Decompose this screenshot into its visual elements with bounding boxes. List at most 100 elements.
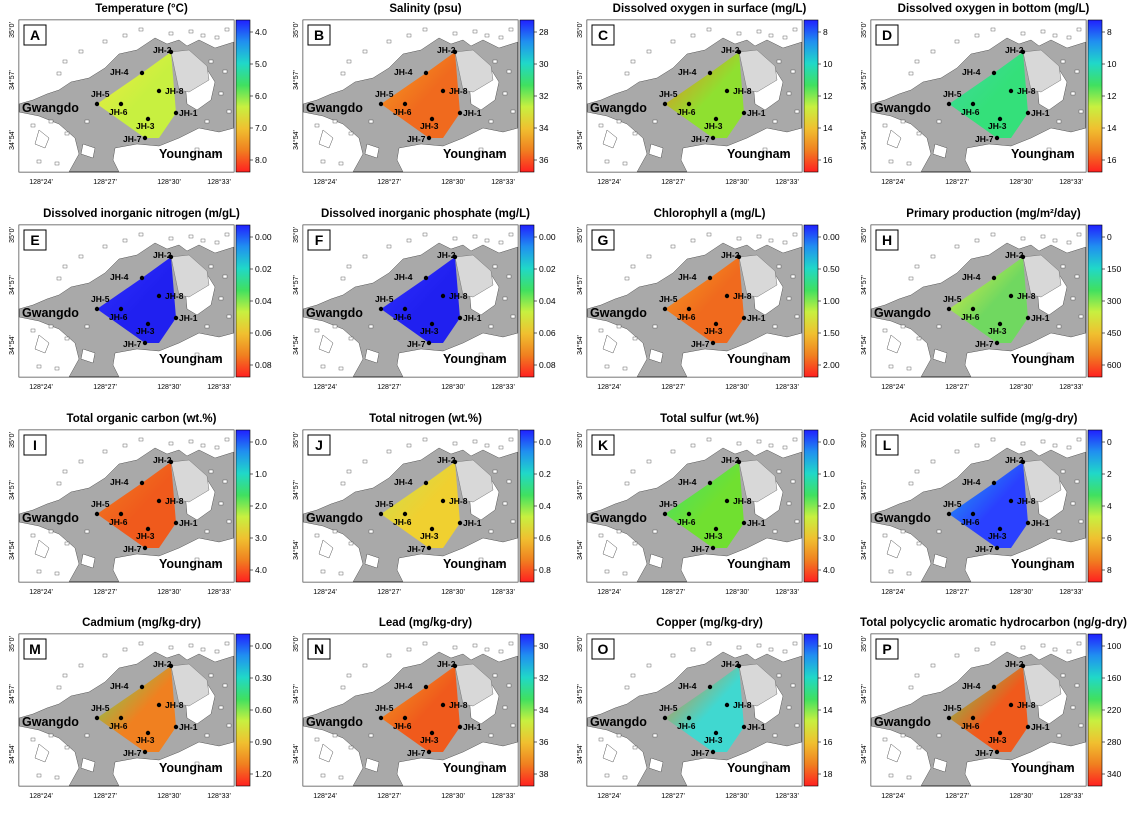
island — [1020, 236, 1026, 241]
land-mass — [80, 757, 96, 773]
island — [508, 641, 514, 646]
island — [782, 445, 788, 450]
station-marker — [429, 116, 435, 122]
place-label-east: Youngnam — [727, 352, 791, 366]
station-label: JH-7 — [691, 544, 710, 554]
station-label: JH-5 — [659, 294, 678, 304]
island — [1056, 733, 1062, 738]
lat-tick-label: 34°57' — [8, 70, 16, 90]
lat-tick-label: 34°54' — [292, 744, 300, 764]
island — [332, 119, 338, 124]
island — [630, 264, 636, 269]
land-mass — [302, 224, 519, 310]
scale-tick-label: 0.2 — [539, 469, 551, 479]
lat-tick-label: 34°57' — [576, 684, 584, 704]
island — [1078, 723, 1084, 728]
station-label: JH-8 — [733, 291, 752, 301]
scale-tick-label: 30 — [539, 59, 549, 69]
land-mass — [112, 332, 235, 378]
island — [974, 238, 980, 243]
lat-tick-label: 34°57' — [292, 684, 300, 704]
lat-tick-label: 35°0' — [292, 227, 300, 243]
island — [478, 761, 484, 766]
station-label: JH-4 — [110, 477, 129, 487]
station-marker — [423, 70, 429, 76]
station-marker — [139, 480, 145, 486]
lon-tick-label: 128°24' — [597, 178, 621, 186]
lat-tick-label: 34°54' — [860, 540, 868, 560]
island — [506, 683, 512, 688]
scale-tick-label: 100 — [1107, 641, 1121, 651]
lat-tick-label: 34°54' — [8, 130, 16, 150]
inner-bay — [454, 459, 494, 503]
island — [1066, 445, 1072, 450]
land-mass — [302, 429, 519, 515]
station-marker — [452, 49, 458, 55]
lat-tick-label: 34°57' — [860, 70, 868, 90]
scale-tick-label: 4.0 — [823, 565, 835, 575]
island — [506, 274, 512, 279]
station-label: JH-2 — [721, 250, 740, 260]
land-mass — [870, 224, 1087, 310]
island — [214, 240, 220, 245]
inner-bay — [738, 663, 778, 707]
panel-letter-box — [23, 434, 47, 456]
station-label: JH-8 — [449, 496, 468, 506]
island — [622, 571, 628, 576]
scale-tick-label: 34 — [539, 123, 549, 133]
station-marker — [991, 70, 997, 76]
island — [338, 775, 344, 780]
station-marker — [145, 730, 151, 736]
island — [782, 240, 788, 245]
scale-tick-label: 4.0 — [255, 27, 267, 37]
island — [138, 27, 144, 32]
station-label: JH-7 — [407, 339, 426, 349]
station-marker — [1025, 724, 1031, 730]
island — [508, 437, 514, 442]
lat-tick-label: 34°54' — [292, 540, 300, 560]
panel-n: Lead (mg/kg-dry) N JH-1 JH-2 JH-3 JH-4 JH-5 JH-… — [284, 614, 567, 817]
station-marker — [94, 511, 100, 517]
station-label: JH-3 — [420, 735, 439, 745]
island — [598, 123, 604, 128]
panel-letter: H — [882, 232, 892, 248]
station-marker — [429, 730, 435, 736]
lat-tick-label: 35°0' — [576, 227, 584, 243]
color-scale-bar — [1087, 633, 1103, 787]
island — [54, 161, 60, 166]
lat-tick-label: 34°57' — [860, 684, 868, 704]
station-marker — [429, 526, 435, 532]
island — [484, 647, 490, 652]
island — [990, 27, 996, 32]
island — [936, 119, 942, 124]
station-label: JH-2 — [437, 455, 456, 465]
lon-tick-label: 128°30' — [1009, 588, 1033, 596]
island — [56, 276, 62, 281]
lat-tick-label: 34°54' — [860, 130, 868, 150]
lon-tick-label: 128°24' — [313, 178, 337, 186]
island — [122, 443, 128, 448]
island — [756, 29, 762, 34]
lon-tick-label: 128°24' — [881, 383, 905, 391]
scale-tick-label: 160 — [1107, 673, 1121, 683]
island — [690, 238, 696, 243]
island — [646, 49, 652, 54]
island — [214, 765, 220, 770]
island — [386, 39, 392, 44]
lon-tick-label: 128°27' — [377, 383, 401, 391]
island — [78, 663, 84, 668]
station-marker — [173, 315, 179, 321]
island — [498, 151, 504, 156]
island — [1052, 647, 1058, 652]
island — [488, 733, 494, 738]
panel-letter-box — [875, 638, 899, 660]
station-label: JH-1 — [463, 722, 482, 732]
scale-tick-label: 10 — [823, 59, 833, 69]
station-label: JH-7 — [691, 134, 710, 144]
lat-tick-label: 34°57' — [860, 275, 868, 295]
inner-bay — [1022, 254, 1062, 298]
island — [314, 737, 320, 742]
island — [36, 364, 42, 369]
island — [598, 737, 604, 742]
